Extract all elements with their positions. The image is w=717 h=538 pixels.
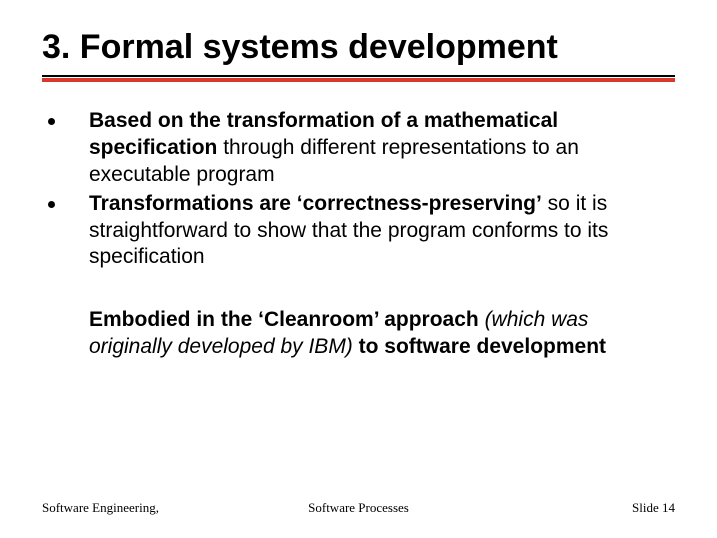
bullet-bold: Transformations are ‘correctness-preserv… xyxy=(89,192,542,215)
footer-center: Software Processes xyxy=(308,500,409,516)
underline-black xyxy=(42,75,675,77)
bullet-text: Based on the transformation of a mathema… xyxy=(89,108,667,189)
bullet-icon xyxy=(48,118,55,125)
paragraph: Embodied in the ‘Cleanroom’ approach (wh… xyxy=(48,307,667,361)
bullet-icon xyxy=(48,201,55,208)
para-seg-3: to software development xyxy=(353,335,606,358)
slide-title: 3. Formal systems development xyxy=(42,28,675,73)
title-underline xyxy=(42,75,675,82)
footer-left: Software Engineering, xyxy=(42,500,159,516)
footer: Software Engineering, Software Processes… xyxy=(0,500,717,516)
underline-red xyxy=(42,78,675,82)
bullet-text: Transformations are ‘correctness-preserv… xyxy=(89,191,667,272)
list-item: Based on the transformation of a mathema… xyxy=(48,108,667,189)
footer-right: Slide 14 xyxy=(632,500,675,516)
list-item: Transformations are ‘correctness-preserv… xyxy=(48,191,667,272)
slide: 3. Formal systems development Based on t… xyxy=(0,0,717,538)
para-seg-1: Embodied in the ‘Cleanroom’ approach xyxy=(89,308,485,331)
body: Based on the transformation of a mathema… xyxy=(42,108,675,361)
